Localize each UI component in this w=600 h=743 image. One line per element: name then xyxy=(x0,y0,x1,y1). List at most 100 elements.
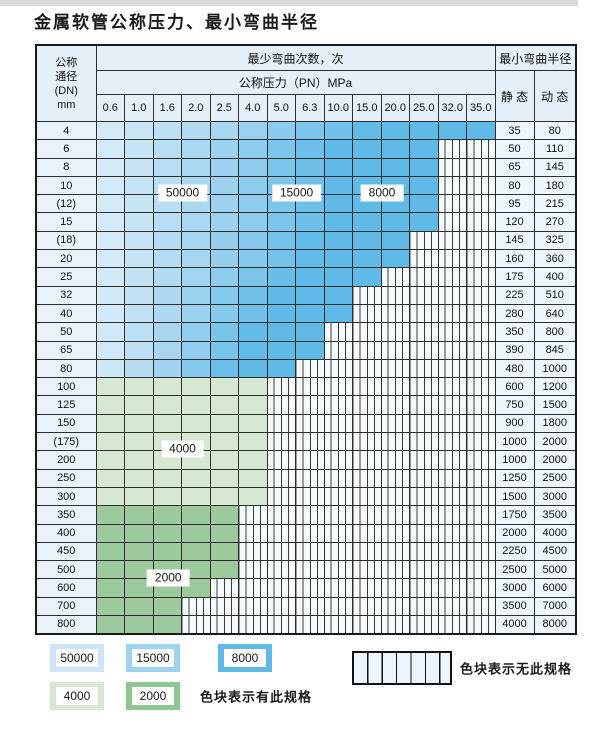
dynamic-radius-cell: 325 xyxy=(533,230,577,251)
pn-column-header: 15.0 xyxy=(352,94,382,122)
spec-cell xyxy=(152,377,182,397)
spec-cell xyxy=(437,120,467,141)
spec-cell xyxy=(124,230,154,251)
table-row: (18) 145 325 xyxy=(35,230,577,251)
spec-cell xyxy=(209,120,239,141)
spec-cell xyxy=(95,560,125,580)
no-spec-cell xyxy=(238,523,268,543)
no-spec-cell xyxy=(466,267,496,287)
spec-cell xyxy=(181,322,211,342)
no-spec-cell xyxy=(238,596,268,617)
no-spec-cell xyxy=(409,450,439,470)
spec-cell xyxy=(95,120,125,141)
table-row: 80 480 1000 xyxy=(35,358,577,379)
static-radius-cell: 390 xyxy=(494,340,535,360)
dynamic-radius-cell: 2000 xyxy=(533,432,577,452)
no-spec-cell xyxy=(352,377,382,397)
spec-cell xyxy=(124,285,154,305)
no-spec-cell xyxy=(437,432,467,452)
spec-cell xyxy=(124,395,154,415)
spec-cell xyxy=(209,303,239,324)
spec-cell xyxy=(124,450,154,470)
no-spec-cell xyxy=(181,596,211,617)
spec-cell xyxy=(323,175,353,196)
spec-cell xyxy=(323,249,353,269)
spec-cell xyxy=(124,505,154,525)
spec-cell xyxy=(352,212,382,232)
dynamic-radius-cell: 510 xyxy=(533,285,577,305)
legend-swatch: 50000 xyxy=(50,644,104,672)
no-spec-cell xyxy=(295,377,325,397)
dn-cell: 6 xyxy=(35,139,97,159)
spec-cell xyxy=(152,505,182,525)
spec-cell xyxy=(238,230,268,251)
spec-cell xyxy=(266,212,296,232)
dn-cell: 700 xyxy=(35,596,97,617)
static-radius-cell: 160 xyxy=(494,249,535,269)
no-spec-cell xyxy=(380,432,410,452)
no-spec-cell xyxy=(323,468,353,488)
cycles-zone-label: 4000 xyxy=(161,440,204,458)
spec-cell xyxy=(181,377,211,397)
spec-cell xyxy=(352,120,382,141)
no-spec-cell xyxy=(295,432,325,452)
no-spec-cell xyxy=(380,358,410,379)
spec-cell xyxy=(95,615,125,635)
spec-cell xyxy=(124,157,154,177)
dynamic-radius-cell: 215 xyxy=(533,194,577,214)
no-spec-cell xyxy=(380,285,410,305)
dn-cell: 32 xyxy=(35,285,97,305)
spec-cell xyxy=(95,230,125,251)
spec-cell xyxy=(238,395,268,415)
dynamic-radius-cell: 800 xyxy=(533,322,577,342)
no-spec-cell xyxy=(352,303,382,324)
static-radius-cell: 480 xyxy=(494,358,535,379)
no-spec-cell xyxy=(295,523,325,543)
no-spec-cell xyxy=(409,267,439,287)
no-spec-cell xyxy=(352,450,382,470)
spec-cell xyxy=(238,249,268,269)
no-spec-cell xyxy=(380,541,410,562)
dynamic-radius-cell: 2500 xyxy=(533,468,577,488)
pn-column-header: 0.6 xyxy=(95,94,125,122)
spec-cell xyxy=(238,322,268,342)
no-spec-cell xyxy=(380,615,410,635)
pn-column-header: 6.3 xyxy=(295,94,325,122)
spec-cell xyxy=(181,541,211,562)
spec-cell xyxy=(409,139,439,159)
spec-cell xyxy=(181,523,211,543)
header-row-2: 公称压力（PN）MPa 静 态动 态 xyxy=(36,70,577,122)
col-header-radius: 最小弯曲半径 xyxy=(494,44,577,71)
spec-cell xyxy=(238,413,268,434)
no-spec-cell xyxy=(352,560,382,580)
spec-cell xyxy=(380,212,410,232)
spec-cell xyxy=(124,358,154,379)
dn-cell: 300 xyxy=(35,486,97,507)
no-spec-cell xyxy=(352,322,382,342)
dn-cell: 15 xyxy=(35,212,97,232)
pn-column-header: 25.0 xyxy=(409,94,439,122)
no-spec-cell xyxy=(380,322,410,342)
spec-cell xyxy=(95,267,125,287)
spec-cell xyxy=(409,212,439,232)
spec-cell xyxy=(209,267,239,287)
no-spec-cell xyxy=(295,615,325,635)
no-spec-cell xyxy=(323,395,353,415)
dn-cell: 10 xyxy=(35,175,97,196)
pn-column-header: 10.0 xyxy=(323,94,353,122)
spec-cell xyxy=(266,358,296,379)
col-header-pressure: 公称压力（PN）MPa xyxy=(95,70,496,95)
no-spec-cell xyxy=(437,303,467,324)
spec-cell xyxy=(209,139,239,159)
static-radius-cell: 145 xyxy=(494,230,535,251)
cycles-zone-label: 15000 xyxy=(271,184,322,202)
spec-cell xyxy=(380,249,410,269)
spec-cell xyxy=(152,468,182,488)
no-spec-cell xyxy=(437,486,467,507)
no-spec-cell xyxy=(409,541,439,562)
legend-swatch: 8000 xyxy=(218,644,272,672)
static-radius-cell: 80 xyxy=(494,175,535,196)
no-spec-cell xyxy=(266,578,296,598)
spec-cell xyxy=(238,303,268,324)
no-spec-cell xyxy=(238,560,268,580)
